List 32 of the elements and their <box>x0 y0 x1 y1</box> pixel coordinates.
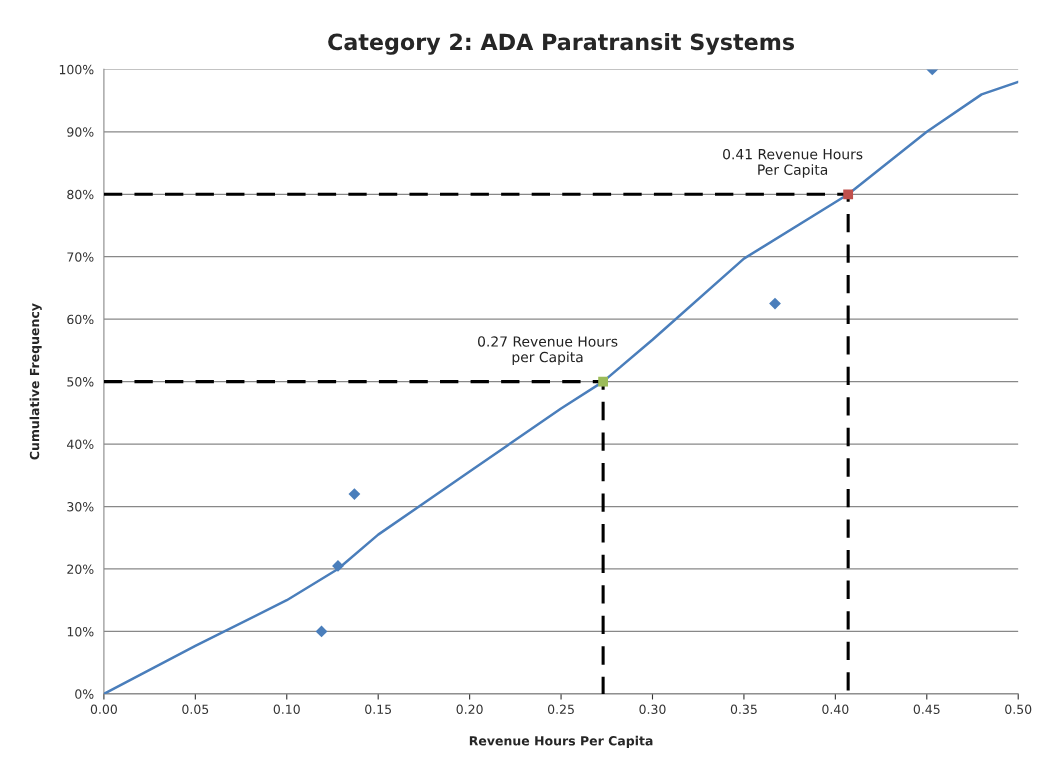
x-tick-label: 0.20 <box>456 704 483 714</box>
x-tick-label: 0.00 <box>90 704 117 714</box>
x-tick-label: 0.10 <box>273 704 300 714</box>
y-tick-label: 80% <box>67 189 94 200</box>
x-tick-label: 0.30 <box>639 704 666 714</box>
x-tick-label: 0.15 <box>365 704 392 714</box>
y-tick-label: 100% <box>59 64 94 75</box>
x-tick-label: 0.35 <box>730 704 757 714</box>
y-axis-title: Cumulative Frequency <box>29 303 42 460</box>
y-tick-label: 10% <box>67 626 94 637</box>
x-tick-label: 0.50 <box>1005 704 1032 714</box>
y-tick-label: 40% <box>67 439 94 450</box>
chart-title: Category 2: ADA Paratransit Systems <box>328 33 795 55</box>
y-tick-label: 90% <box>67 127 94 137</box>
annotation: 0.41 Revenue Hours Per Capita <box>723 148 863 178</box>
point <box>843 189 854 200</box>
x-tick-label: 0.45 <box>913 704 940 714</box>
x-tick-label: 0.25 <box>547 704 574 714</box>
x-tick-label: 0.40 <box>822 704 849 714</box>
point <box>598 376 609 387</box>
x-tick-label: 0.05 <box>182 704 209 714</box>
x-axis-title: Revenue Hours Per Capita <box>469 735 653 748</box>
y-tick-label: 20% <box>67 564 94 574</box>
y-tick-label: 50% <box>67 377 94 387</box>
point <box>348 488 361 500</box>
point <box>769 297 781 310</box>
y-tick-label: 30% <box>67 502 94 512</box>
y-tick-label: 0% <box>75 689 94 699</box>
y-tick-label: 70% <box>67 252 94 262</box>
annotation: 0.27 Revenue Hours per Capita <box>478 336 618 365</box>
y-tick-label: 60% <box>67 314 94 325</box>
point <box>332 559 344 572</box>
